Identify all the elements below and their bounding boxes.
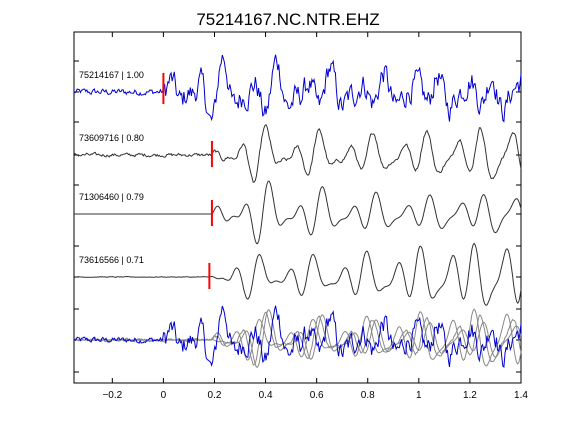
x-tick-label: 1.2	[463, 390, 477, 401]
x-tick-label: 0.4	[259, 390, 273, 401]
y-axis-ticks	[74, 60, 521, 373]
trace-label: 73609716 | 0.80	[79, 133, 144, 143]
overlay-stack	[73, 305, 522, 369]
trace-label: 71306460 | 0.79	[79, 192, 144, 202]
trace-label: 75214167 | 1.00	[79, 70, 144, 80]
x-tick-label: 0	[161, 390, 167, 401]
waveform-traces	[73, 54, 522, 306]
trace-label: 73616566 | 0.71	[79, 255, 144, 265]
x-tick-label: 0.2	[208, 390, 222, 401]
trace-line	[73, 123, 522, 183]
trace-line	[73, 54, 522, 123]
chart-title: 75214167.NC.NTR.EHZ	[196, 10, 379, 29]
x-tick-label: 1.4	[514, 390, 528, 401]
stack-trace-line	[73, 305, 522, 369]
x-tick-label: 0.8	[361, 390, 375, 401]
trace-line	[74, 180, 522, 245]
x-tick-label: 0.6	[310, 390, 324, 401]
stack-trace-line	[73, 311, 522, 366]
x-tick-label: 1	[416, 390, 422, 401]
x-tick-label: −0.2	[102, 390, 122, 401]
plot-frame	[73, 31, 522, 384]
trace-line	[73, 242, 522, 306]
x-axis: −0.2 0 0.2 0.4 0.6 0.8 1 1.2 1.4	[102, 32, 528, 401]
trace-labels: 75214167 | 1.00 73609716 | 0.80 71306460 |…	[79, 70, 144, 265]
